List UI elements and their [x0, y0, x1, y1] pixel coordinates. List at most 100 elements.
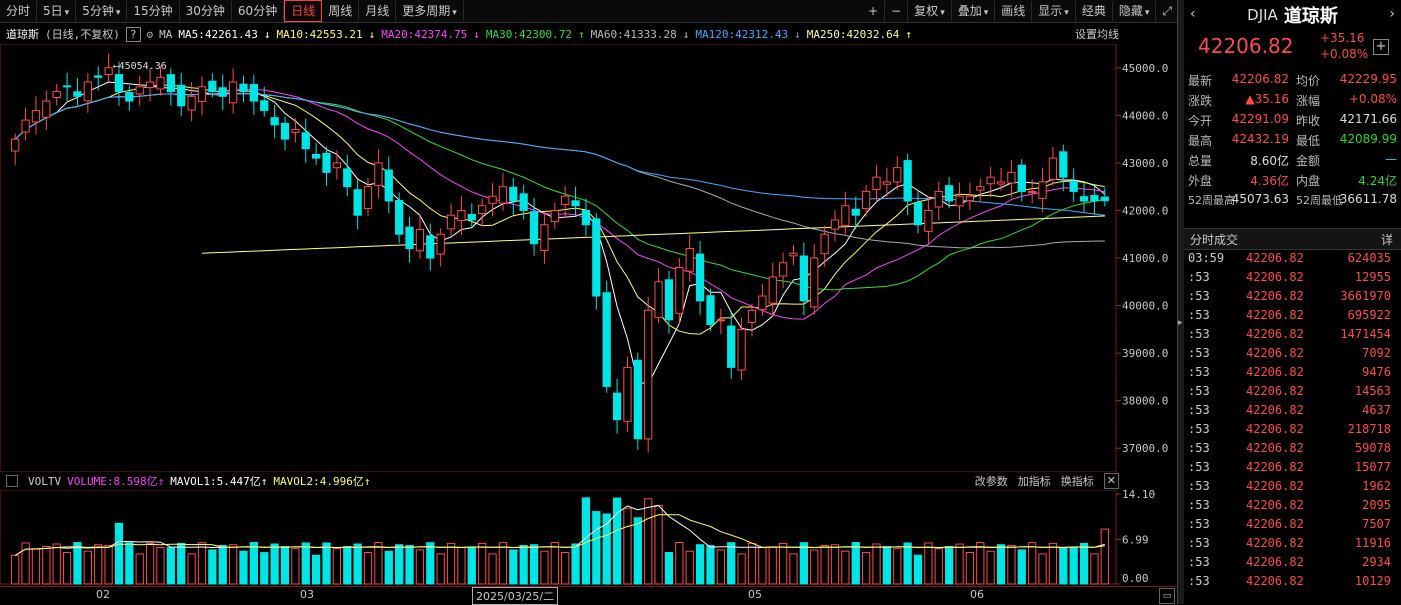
toolbar-btn-5[interactable]: 显示 ▾ [1032, 1, 1076, 21]
y-tick-label-8: 37000.0 [1122, 442, 1168, 455]
candle-body-24 [260, 100, 269, 112]
period-tab-1[interactable]: 5日 ▾ [37, 1, 77, 21]
candle-body-20 [218, 87, 227, 97]
mavol2-arrow: ↑ [363, 474, 371, 488]
candle-body-66 [695, 253, 705, 302]
candle-body-83 [872, 176, 881, 191]
period-tab-6[interactable]: 日线 [284, 0, 323, 22]
tick-price: 42206.82 [1246, 517, 1304, 531]
tick-price: 42206.82 [1246, 346, 1304, 360]
toolbar-btn-3[interactable]: 叠加 ▾ [952, 1, 996, 21]
ma-settings-button[interactable]: 设置均线 [1075, 28, 1119, 41]
mavol2-line [14, 514, 1105, 556]
candlestick-chart[interactable]: 45000.0 44000.0 43000.0 42000.0 41000.0 40000… [0, 44, 1177, 472]
vol-label: VOLTV [28, 474, 62, 488]
candle-body-94 [986, 176, 995, 185]
period-tab-8[interactable]: 月线 [359, 1, 397, 21]
help-icon[interactable]: ? [125, 26, 141, 42]
switch-indicator-button[interactable]: 换指标 [1060, 475, 1094, 488]
vol-bar-101 [1059, 547, 1068, 585]
vol-bar-50 [529, 544, 539, 585]
scroll-button[interactable]: ▭ [1159, 588, 1175, 604]
volume-chart[interactable]: 14.10 6.99 0.00 [0, 490, 1177, 586]
toolbar-btn-6[interactable]: 经典 [1076, 1, 1113, 21]
toolbar-btn-0[interactable]: + [862, 1, 886, 21]
y-tick-label-2: 43000.0 [1122, 157, 1168, 170]
vol-bar-72 [758, 547, 767, 585]
vol-bar-69 [727, 542, 736, 585]
period-tab-7[interactable]: 周线 [322, 1, 360, 21]
stat-label: 最新 [1188, 74, 1213, 88]
period-tab-4[interactable]: 30分钟 [180, 1, 232, 21]
stat-row-1: 涨跌 ▲35.16 涨幅 +0.08% [1184, 92, 1401, 111]
vol-tick-label-1: 6.99 [1122, 533, 1149, 546]
candle-body-23 [249, 84, 259, 102]
vol-bar-76 [799, 542, 808, 585]
chart-mode: (日线,不复权) [45, 28, 120, 41]
add-watch-button[interactable]: + [1373, 39, 1389, 55]
forward-icon[interactable]: › [1389, 6, 1395, 22]
tick-row: :53 42206.82 9476 [1184, 365, 1401, 384]
candle-body-3 [42, 100, 51, 118]
ma120-value: MA120:42312.43 [695, 27, 789, 41]
vol-bar-12 [135, 553, 144, 585]
vol-bar-94 [986, 550, 995, 585]
candle-body-45 [478, 205, 487, 215]
period-tab-9[interactable]: 更多周期 ▾ [396, 1, 464, 21]
toolbar-btn-8[interactable]: ⤢ [1156, 1, 1179, 21]
chart-area[interactable]: 分时 5日 ▾ 5分钟 ▾ 15分钟 30分钟 60分钟 日线 周线 月线 更多周期 ▾ + − 复权 ▾ 叠加 ▾… [0, 0, 1179, 605]
tick-volume: 12955 [1354, 270, 1391, 284]
volume-header: VOLTV VOLUME:8.598亿 ↑ MAVOL1:5.447亿 ↑ MAVO… [0, 472, 1179, 490]
stat-row-3: 最高 42432.19 最低 42089.99 [1184, 132, 1401, 151]
vol-bar-103 [1079, 542, 1089, 585]
tick-time: :53 [1188, 365, 1210, 379]
stat-label: 最高 [1188, 134, 1213, 148]
vol-bar-38 [405, 545, 414, 585]
stat-value: 8.60亿 [1250, 154, 1289, 168]
vol-bar-31 [332, 548, 342, 585]
tick-time: :53 [1188, 346, 1210, 360]
toolbar-btn-4[interactable]: 画线 [995, 1, 1033, 21]
period-tab-0[interactable]: 分时 [0, 1, 38, 21]
close-icon[interactable]: ✕ [1103, 473, 1119, 489]
candle-body-81 [851, 208, 860, 216]
period-tab-2[interactable]: 5分钟 ▾ [76, 1, 128, 21]
vol-bar-97 [1017, 549, 1026, 585]
toolbar-btn-7[interactable]: 隐藏 ▾ [1113, 1, 1157, 21]
vol-bar-26 [280, 546, 290, 585]
panel-splitter[interactable]: ▸ [1177, 0, 1185, 604]
settings-gear-icon[interactable]: ⚙ [146, 27, 154, 41]
vol-bar-2 [31, 548, 41, 585]
vol-bar-46 [488, 553, 497, 585]
chevron-down-icon: ▾ [64, 8, 70, 18]
stat-value: 45073.63 [1231, 192, 1289, 206]
candle-body-10 [114, 74, 124, 93]
ticks-detail-button[interactable]: 详 [1380, 233, 1393, 247]
vol-bar-9 [104, 545, 113, 585]
candle-body-73 [768, 276, 777, 304]
period-tab-3[interactable]: 15分钟 [127, 1, 180, 21]
add-indicator-button[interactable]: 加指标 [1017, 475, 1051, 488]
collapse-icon[interactable] [6, 475, 18, 487]
candle-body-78 [820, 233, 829, 255]
edit-params-button[interactable]: 改参数 [974, 475, 1008, 488]
toolbar-btn-1[interactable]: − [885, 1, 909, 21]
period-tab-5[interactable]: 60分钟 [232, 1, 285, 21]
vol-bar-104 [1090, 553, 1099, 585]
stat-value: — [1385, 152, 1397, 166]
stat-value: 42432.19 [1231, 132, 1289, 146]
vol-bar-48 [509, 549, 518, 585]
candle-body-88 [924, 209, 933, 232]
candle-body-99 [1038, 181, 1047, 199]
candle-body-60 [633, 359, 642, 440]
vol-bar-79 [830, 544, 840, 585]
back-icon[interactable]: ‹ [1190, 6, 1196, 22]
candle-body-100 [1048, 157, 1058, 180]
tick-volume: 2934 [1362, 555, 1391, 569]
candle-body-27 [291, 129, 300, 133]
vol-bar-87 [913, 554, 923, 585]
tick-volume: 2095 [1362, 498, 1391, 512]
tick-time: :53 [1188, 498, 1210, 512]
toolbar-btn-2[interactable]: 复权 ▾ [908, 1, 952, 21]
vol-tick-label-0: 14.10 [1122, 490, 1155, 501]
